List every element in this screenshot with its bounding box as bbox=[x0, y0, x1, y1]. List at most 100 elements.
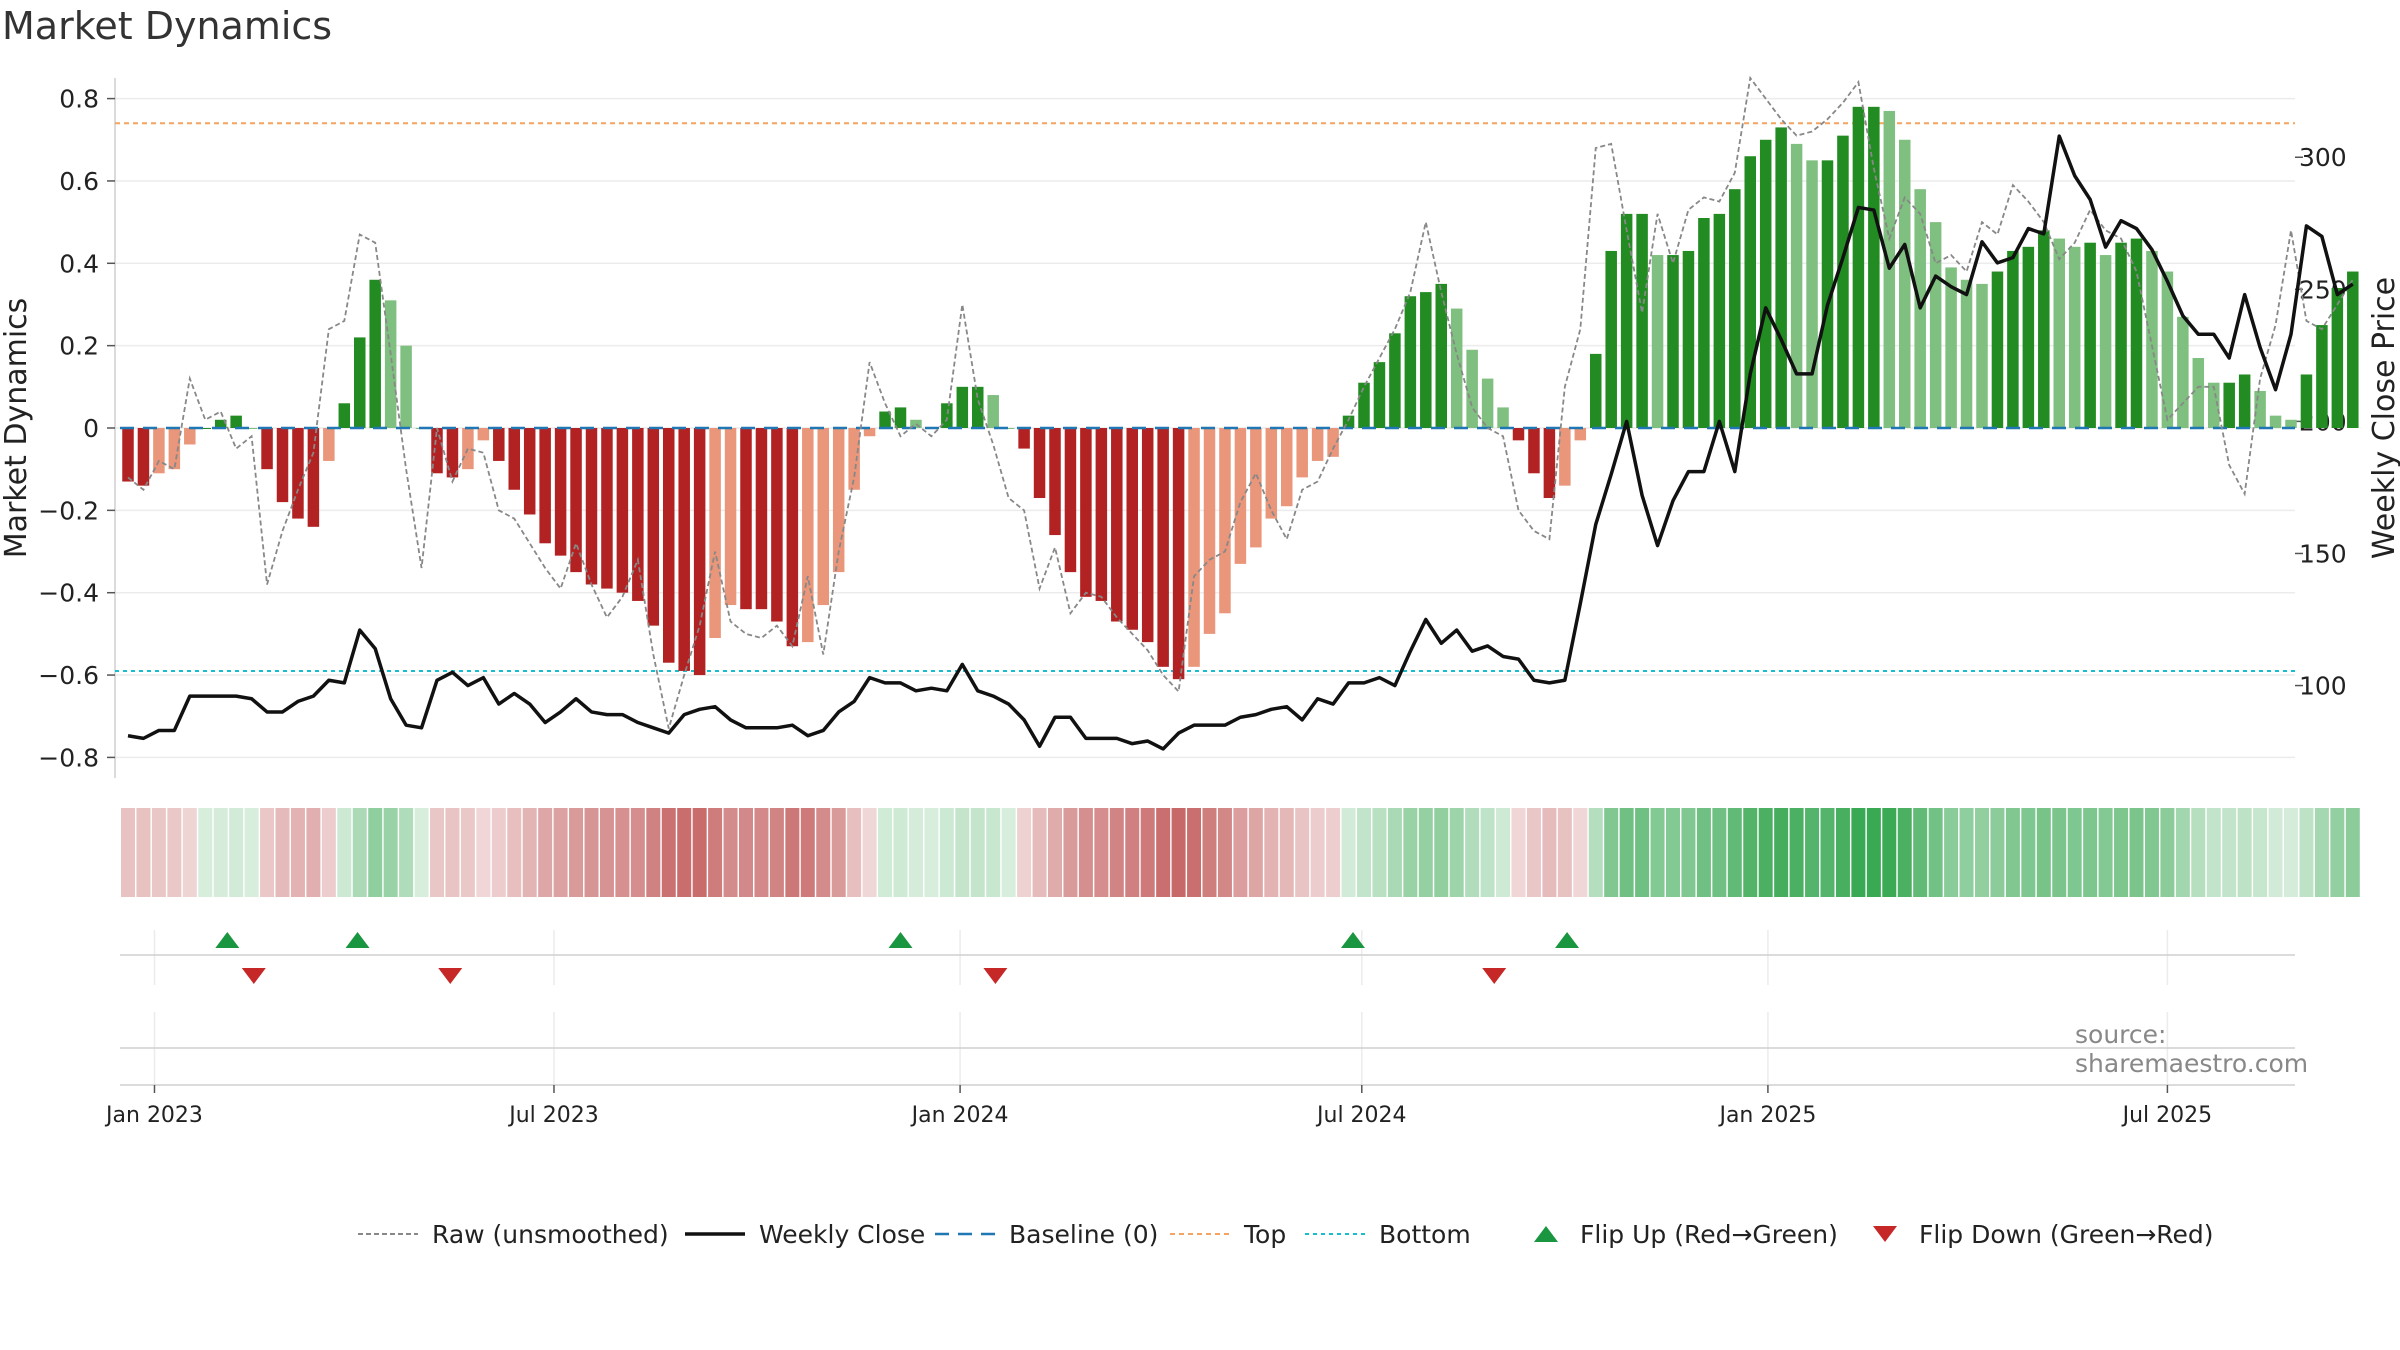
y-tick-label-left: −0.4 bbox=[38, 579, 99, 608]
dynamics-bar bbox=[616, 428, 629, 593]
dynamics-bar bbox=[956, 386, 969, 428]
heat-strip-cell bbox=[1233, 808, 1248, 897]
dynamics-bar bbox=[1420, 292, 1432, 428]
dynamics-bar bbox=[431, 428, 443, 474]
heat-strip-cell bbox=[2114, 808, 2129, 897]
heat-strip-cell bbox=[1480, 808, 1495, 897]
dynamics-bar bbox=[1682, 250, 1695, 428]
heat-strip-cell bbox=[2284, 808, 2298, 897]
dynamics-bar bbox=[2238, 374, 2251, 428]
dynamics-bar bbox=[1837, 135, 1849, 428]
heat-strip-cell bbox=[1696, 808, 1711, 897]
heat-strip-cell bbox=[708, 808, 723, 897]
dynamics-bar bbox=[1775, 127, 1787, 428]
heat-strip-cell bbox=[1743, 808, 1758, 897]
heat-strip-cell bbox=[167, 808, 182, 897]
dynamics-bar bbox=[2053, 238, 2065, 428]
dynamics-bar bbox=[601, 428, 613, 589]
dynamics-bar bbox=[1049, 428, 1061, 536]
heat-strip-cell bbox=[677, 808, 692, 897]
heat-strip-cell bbox=[1805, 808, 1820, 897]
heat-strip-cell bbox=[1248, 808, 1263, 897]
heat-strip-cell bbox=[1171, 808, 1186, 897]
heat-strip-cell bbox=[1063, 808, 1078, 897]
heat-strip-cell bbox=[2129, 808, 2144, 897]
heat-strip-cell bbox=[1434, 808, 1449, 897]
heat-strip-cell bbox=[615, 808, 630, 897]
dynamics-bar bbox=[1080, 428, 1092, 597]
dynamics-bar bbox=[709, 428, 721, 638]
y-tick-label-left: −0.2 bbox=[38, 496, 99, 525]
dynamics-bar bbox=[2084, 242, 2096, 428]
legend-item: Top bbox=[1170, 1220, 1286, 1249]
heat-strip-cell bbox=[569, 808, 584, 897]
dynamics-bar bbox=[1188, 428, 1200, 667]
heat-strip-cell bbox=[1774, 808, 1789, 897]
heat-strip-cell bbox=[1557, 808, 1572, 897]
dynamics-bar bbox=[1033, 428, 1046, 498]
heat-strip-cell bbox=[1295, 808, 1310, 897]
heat-strip-cell bbox=[1619, 808, 1634, 897]
flip-up-marker bbox=[888, 932, 913, 948]
dynamics-bar bbox=[338, 403, 351, 428]
flip-down-marker bbox=[1482, 968, 1507, 984]
heat-strip-cell bbox=[445, 808, 460, 897]
dynamics-bar bbox=[1327, 428, 1339, 457]
dynamics-bar bbox=[863, 428, 876, 437]
legend-label: Weekly Close bbox=[759, 1220, 925, 1249]
heat-strip-cell bbox=[2345, 808, 2360, 897]
dynamics-bar bbox=[1389, 333, 1401, 428]
dynamics-bar bbox=[1219, 428, 1231, 614]
heat-strip-cell bbox=[507, 808, 522, 897]
heat-strip-cell bbox=[1109, 808, 1124, 897]
heat-strip-cell bbox=[290, 808, 305, 897]
heat-strip-cell bbox=[1511, 808, 1526, 897]
heat-strip-cell bbox=[862, 808, 877, 897]
dynamics-bar bbox=[230, 415, 242, 428]
heat-strip-cell bbox=[1635, 808, 1650, 897]
dynamics-bar bbox=[1203, 428, 1216, 634]
dynamics-bar bbox=[400, 345, 412, 428]
x-tick-label: Jul 2024 bbox=[1315, 1103, 1407, 1128]
dynamics-bar bbox=[1404, 296, 1417, 428]
dynamics-bar bbox=[1929, 222, 1942, 428]
heat-strip-cell bbox=[1001, 808, 1016, 897]
dynamics-bar bbox=[1651, 255, 1664, 428]
dynamics-bar bbox=[848, 428, 860, 490]
dynamics-bar bbox=[1713, 213, 1726, 428]
dynamics-bar bbox=[1018, 428, 1030, 449]
y-tick-label-left: 0 bbox=[83, 414, 99, 443]
y-axis-title-right: Weekly Close Price bbox=[2367, 277, 2400, 559]
dynamics-bar bbox=[2269, 415, 2282, 428]
dynamics-bar bbox=[1466, 349, 1478, 428]
heat-strip-cell bbox=[414, 808, 429, 897]
dynamics-bar bbox=[323, 428, 335, 461]
heat-strip-cell bbox=[213, 808, 228, 897]
x-tick-label: Jan 2023 bbox=[104, 1103, 203, 1128]
heat-strip-cell bbox=[1666, 808, 1680, 897]
heat-strip-cell bbox=[1387, 808, 1402, 897]
dynamics-bar bbox=[894, 407, 907, 428]
heat-strip-cell bbox=[368, 808, 383, 897]
heat-strip-cell bbox=[1187, 808, 1202, 897]
dynamics-bar bbox=[1868, 106, 1880, 428]
y-tick-label-right: 150 bbox=[2299, 539, 2347, 568]
dynamics-bar bbox=[1281, 428, 1293, 507]
dynamics-bar bbox=[1759, 139, 1772, 428]
dynamics-bar bbox=[1172, 428, 1185, 680]
dynamics-bar bbox=[523, 428, 536, 515]
dynamics-bar bbox=[369, 279, 381, 428]
heat-strip-cell bbox=[1403, 808, 1418, 897]
heat-strip-cell bbox=[754, 808, 769, 897]
dynamics-bar bbox=[1543, 428, 1556, 498]
dynamics-bar bbox=[153, 428, 165, 474]
dynamics-bar bbox=[1358, 382, 1370, 428]
heat-strip-cell bbox=[1465, 808, 1480, 897]
dynamics-bar bbox=[910, 419, 922, 428]
dynamics-bar bbox=[1311, 428, 1324, 461]
heat-strip-cell bbox=[2005, 808, 2020, 897]
heat-strip-cell bbox=[1496, 808, 1511, 897]
dynamics-bar bbox=[2223, 382, 2235, 428]
